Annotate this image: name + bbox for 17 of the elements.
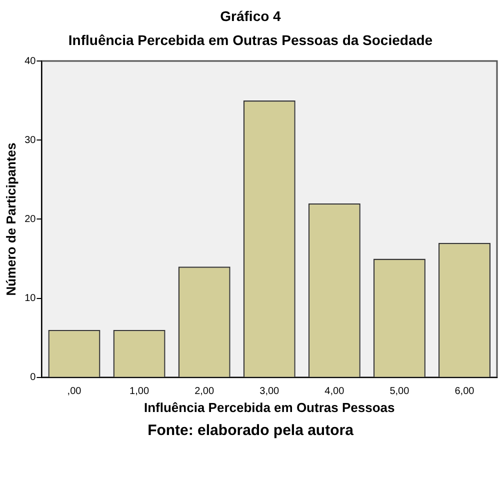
x-axis-title: Influência Percebida em Outras Pessoas (144, 400, 395, 415)
y-tick-label: 40 (24, 56, 36, 67)
x-tick-label: 2,00 (194, 386, 214, 398)
x-tick-label: 1,00 (130, 386, 150, 398)
x-tick-label: ,00 (67, 386, 82, 398)
chart-subtitle: Influência Percebida em Outras Pessoas da Sociedade (67, 32, 434, 50)
y-axis-title: Número de Participantes (3, 142, 18, 296)
x-tick-label: 3,00 (260, 386, 280, 398)
y-tick-label: 0 (30, 372, 36, 384)
x-tick-label: 4,00 (324, 386, 345, 398)
y-tick-label: 30 (24, 134, 36, 146)
y-tick-label: 10 (24, 293, 36, 304)
x-tick-label: 5,00 (390, 386, 410, 398)
x-tick-label: 6,00 (454, 386, 475, 398)
chart-title: Gráfico 4 (219, 7, 282, 26)
source-note: Fonte: elaborado pela autora (146, 422, 354, 439)
y-tick-label: 20 (24, 214, 36, 225)
